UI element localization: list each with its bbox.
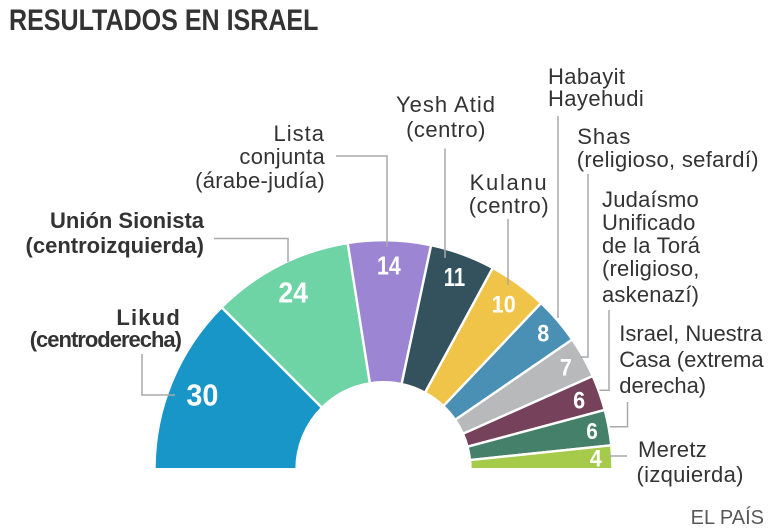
- svg-text:10: 10: [492, 290, 516, 317]
- svg-text:30: 30: [186, 378, 218, 412]
- svg-text:11: 11: [444, 263, 465, 292]
- svg-text:24: 24: [278, 276, 308, 308]
- svg-text:7: 7: [560, 354, 572, 381]
- svg-text:14: 14: [377, 252, 401, 282]
- svg-text:4: 4: [590, 445, 602, 472]
- svg-text:6: 6: [573, 386, 585, 413]
- svg-text:8: 8: [537, 319, 549, 346]
- svg-text:6: 6: [586, 418, 598, 444]
